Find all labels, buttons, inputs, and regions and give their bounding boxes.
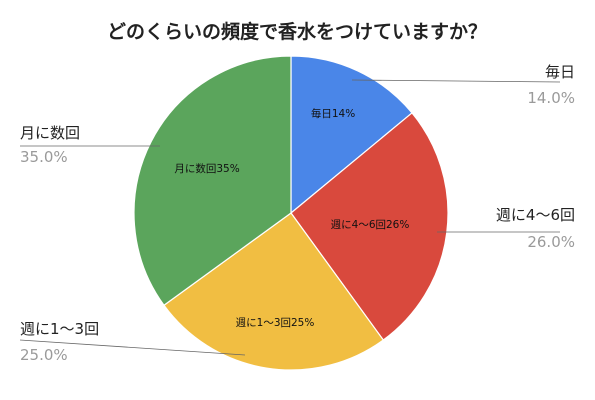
pie-outer-labels: 毎日 14.0% 週に4〜6回 26.0% 週に1〜3回 25.0% 月に数回 35.0% <box>19 63 575 364</box>
pie-slice <box>290 112 449 341</box>
slice-outer-name: 週に4〜6回 <box>496 206 575 224</box>
pie-slice <box>133 55 292 307</box>
slice-outer-percent: 14.0% <box>527 89 575 107</box>
pie-slice <box>290 55 413 215</box>
pie-inner-labels: 毎日14% 週に4〜6回26% 週に1〜3回25% 月に数回35% <box>174 107 409 329</box>
pie-slice <box>163 212 385 371</box>
leader-line <box>351 79 561 83</box>
leader-line <box>19 339 246 356</box>
slice-outer-name: 月に数回 <box>20 124 80 142</box>
slice-outer-percent: 25.0% <box>20 346 68 364</box>
pie-slices <box>133 55 449 371</box>
slice-outer-percent: 35.0% <box>20 148 68 166</box>
slice-outer-name: 毎日 <box>545 63 575 81</box>
slice-inner-label: 週に4〜6回26% <box>331 219 410 231</box>
slice-inner-label: 月に数回35% <box>174 162 239 175</box>
chart-title: どのくらいの頻度で香水をつけていますか？ <box>107 20 487 43</box>
slice-outer-name: 週に1〜3回 <box>20 320 99 338</box>
slice-inner-label: 週に1〜3回25% <box>236 317 315 329</box>
slice-outer-percent: 26.0% <box>527 233 575 251</box>
slice-inner-label: 毎日14% <box>311 107 355 120</box>
